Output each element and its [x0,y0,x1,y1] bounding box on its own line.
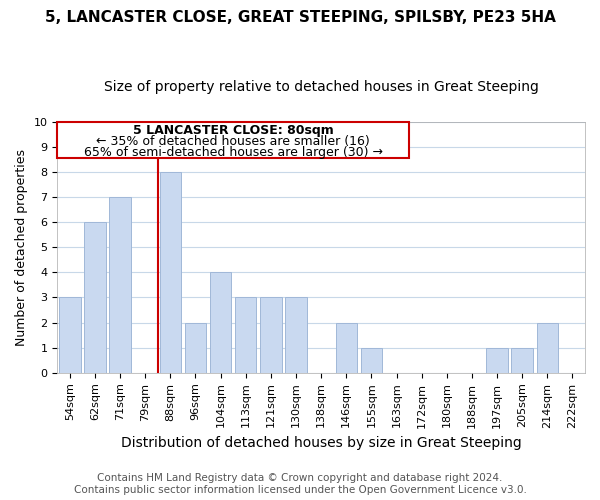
Bar [487,348,508,373]
Bar [361,348,382,373]
Bar [511,348,533,373]
Bar [84,222,106,373]
Bar [210,272,232,373]
Bar [536,322,558,373]
Text: Contains HM Land Registry data © Crown copyright and database right 2024.
Contai: Contains HM Land Registry data © Crown c… [74,474,526,495]
FancyBboxPatch shape [57,122,409,158]
Bar [286,298,307,373]
X-axis label: Distribution of detached houses by size in Great Steeping: Distribution of detached houses by size … [121,436,521,450]
Bar [109,197,131,373]
Bar [335,322,357,373]
Text: 5, LANCASTER CLOSE, GREAT STEEPING, SPILSBY, PE23 5HA: 5, LANCASTER CLOSE, GREAT STEEPING, SPIL… [44,10,556,25]
Bar [185,322,206,373]
Title: Size of property relative to detached houses in Great Steeping: Size of property relative to detached ho… [104,80,539,94]
Text: 5 LANCASTER CLOSE: 80sqm: 5 LANCASTER CLOSE: 80sqm [133,124,334,137]
Bar [260,298,281,373]
Y-axis label: Number of detached properties: Number of detached properties [15,148,28,346]
Text: 65% of semi-detached houses are larger (30) →: 65% of semi-detached houses are larger (… [83,146,383,158]
Bar [160,172,181,373]
Text: ← 35% of detached houses are smaller (16): ← 35% of detached houses are smaller (16… [97,135,370,148]
Bar [235,298,256,373]
Bar [59,298,80,373]
